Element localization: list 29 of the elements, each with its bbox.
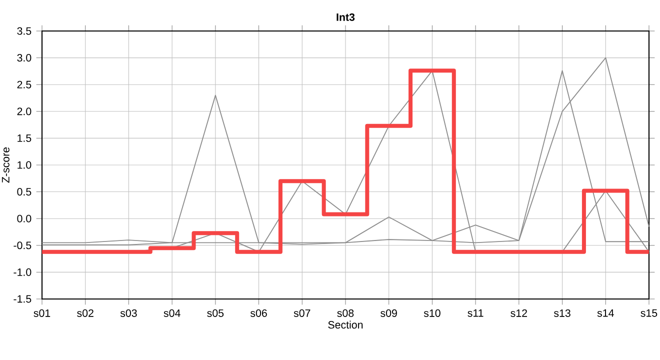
y-tick-label: 3.5 [17, 27, 32, 35]
y-tick-label: 0.5 [17, 188, 32, 196]
x-tick-label: s10 [424, 309, 440, 317]
x-tick-label: s07 [294, 309, 310, 317]
x-tick-label: s13 [554, 309, 570, 317]
x-tick-label: s09 [380, 309, 397, 317]
y-tick-label: 3.0 [17, 54, 32, 62]
x-tick-label: s08 [337, 309, 354, 317]
x-tick-label: s11 [468, 309, 484, 317]
y-tick-label: -0.5 [14, 242, 32, 250]
x-tick-label: s05 [207, 309, 224, 317]
x-tick-label: s06 [250, 309, 267, 317]
y-tick-label: 2.0 [17, 108, 32, 116]
y-tick-label: 1.0 [18, 161, 32, 169]
x-tick-label: s03 [120, 309, 137, 317]
x-tick-label: s12 [510, 309, 527, 317]
x-tick-label: s04 [164, 309, 180, 317]
x-axis-title: Section [328, 320, 363, 329]
y-tick-label: 2.5 [17, 80, 32, 88]
chart-title: Int3 [336, 13, 355, 21]
x-tick-label: s14 [597, 309, 614, 317]
y-tick-label: 1.5 [18, 134, 32, 142]
x-tick-label: s01 [34, 309, 50, 317]
x-tick-label: s02 [77, 309, 94, 317]
y-tick-label: -1.5 [14, 295, 32, 303]
x-tick-label: s15 [640, 309, 658, 317]
y-tick-label: -1.0 [14, 268, 32, 276]
y-tick-label: 0.0 [17, 214, 32, 222]
y-axis-title: Z-score [2, 147, 10, 183]
